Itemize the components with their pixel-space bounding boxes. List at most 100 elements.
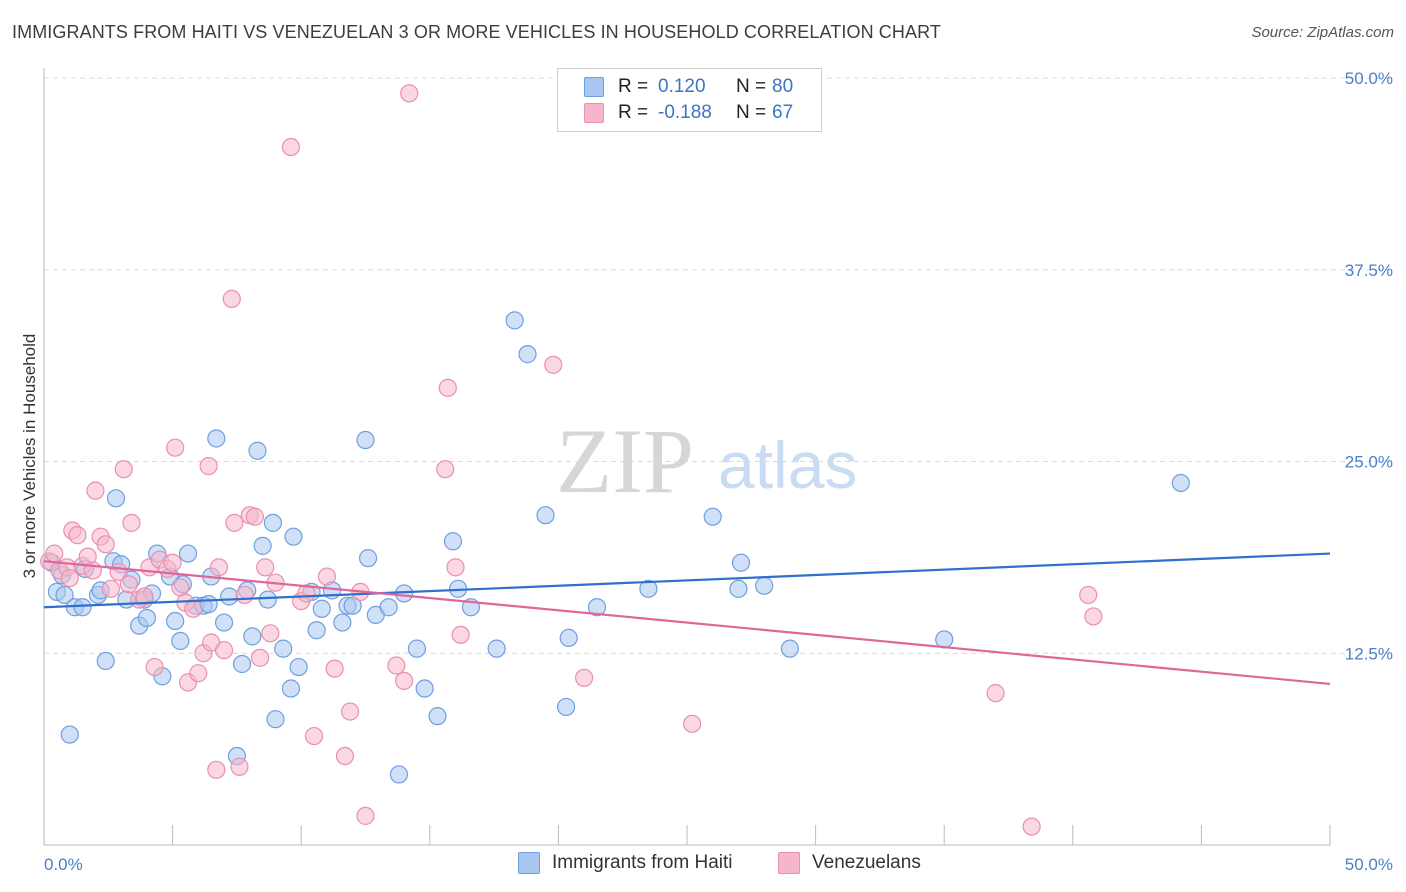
chart-title: IMMIGRANTS FROM HAITI VS VENEZUELAN 3 OR… [12, 22, 941, 42]
data-point-venezuelan [575, 668, 594, 687]
legend-row-venezuelans: R = -0.188 N = 67 [584, 101, 793, 125]
series-legend: Immigrants from Haiti Venezuelans [0, 852, 1406, 878]
data-point-venezuelan [304, 726, 324, 746]
data-point-venezuelan [335, 746, 355, 766]
data-point-haiti [214, 613, 234, 632]
source-label: Source: ZipAtlas.com [1251, 24, 1394, 41]
data-point-haiti [60, 725, 79, 744]
data-point-venezuelan [325, 659, 344, 678]
series-legend-venezuelans[interactable]: Venezuelans [778, 852, 921, 874]
data-point-haiti [178, 544, 198, 563]
data-point-haiti [243, 627, 262, 646]
data-point-venezuelan [1084, 607, 1103, 626]
data-point-haiti [731, 553, 751, 572]
data-point-venezuelan [451, 625, 470, 644]
data-point-haiti [96, 651, 115, 671]
data-point-haiti [755, 576, 774, 595]
data-point-haiti [780, 639, 799, 658]
data-point-venezuelan [101, 579, 120, 598]
data-point-haiti [379, 598, 398, 617]
data-point-haiti [258, 590, 277, 609]
legend-swatch-venezuelans [584, 103, 604, 123]
series-haiti [42, 311, 1190, 784]
data-point-venezuelan [163, 553, 182, 572]
data-point-venezuelan [184, 599, 203, 618]
data-point-venezuelan [436, 460, 455, 479]
legend-r-label: R = [618, 102, 649, 123]
watermark-atlas: atlas [718, 428, 857, 502]
data-point-venezuelan [281, 137, 301, 157]
data-point-venezuelan [356, 806, 375, 825]
data-point-venezuelan [438, 378, 457, 397]
data-point-venezuelan [214, 641, 234, 660]
data-point-haiti [1171, 473, 1190, 493]
data-point-haiti [207, 429, 226, 448]
data-point-haiti [166, 611, 185, 631]
data-point-haiti [266, 710, 285, 729]
data-point-venezuelan [683, 714, 702, 733]
data-point-venezuelan [166, 438, 185, 457]
data-point-haiti [281, 679, 301, 698]
data-point-venezuelan [317, 567, 337, 586]
data-point-venezuelan [1022, 817, 1041, 836]
series-swatch-haiti [518, 852, 540, 874]
data-point-haiti [307, 621, 326, 640]
data-point-haiti [536, 506, 555, 525]
stats-legend: R = 0.120 N = 80 R = -0.188 N = 67 [557, 68, 822, 132]
data-point-haiti [248, 441, 267, 460]
data-point-haiti [356, 430, 375, 450]
series-label-venezuelans: Venezuelans [812, 852, 921, 873]
data-point-venezuelan [222, 289, 241, 308]
data-point-venezuelan [86, 481, 105, 500]
data-point-haiti [220, 587, 239, 606]
data-point-venezuelan [256, 558, 275, 577]
data-point-haiti [171, 631, 190, 651]
data-point-venezuelan [68, 526, 87, 545]
data-point-haiti [389, 765, 409, 784]
data-point-haiti [587, 598, 607, 617]
data-point-venezuelan [60, 568, 79, 588]
data-point-haiti [289, 657, 308, 677]
data-point-venezuelan [387, 656, 406, 675]
data-point-haiti [703, 507, 722, 526]
data-point-haiti [284, 527, 303, 546]
data-point-haiti [639, 579, 658, 598]
data-point-haiti [333, 613, 352, 632]
data-point-venezuelan [45, 544, 64, 563]
data-point-venezuelan [394, 671, 414, 690]
data-point-venezuelan [230, 757, 249, 776]
legend-r-label: R = [618, 76, 649, 97]
data-point-haiti [263, 513, 283, 532]
data-point-venezuelan [235, 585, 254, 605]
data-point-venezuelan [199, 457, 218, 476]
legend-n-value: 67 [772, 102, 794, 123]
data-point-haiti [428, 707, 447, 726]
data-point-venezuelan [171, 578, 190, 597]
data-point-venezuelan [207, 760, 226, 779]
data-point-haiti [199, 595, 218, 614]
data-point-venezuelan [114, 460, 133, 479]
y-tick-label: 50.0% [1345, 69, 1393, 88]
data-point-haiti [55, 585, 74, 605]
data-point-haiti [443, 532, 463, 551]
series-label-haiti: Immigrants from Haiti [552, 852, 733, 873]
data-point-haiti [505, 311, 524, 330]
data-point-haiti [729, 579, 748, 598]
data-point-haiti [358, 549, 378, 568]
data-point-haiti [253, 536, 272, 555]
legend-row-haiti: R = 0.120 N = 80 [584, 75, 793, 99]
data-point-haiti [415, 679, 434, 698]
data-point-haiti [106, 489, 126, 508]
legend-n-label: N = [736, 76, 767, 97]
data-point-haiti [232, 654, 252, 674]
data-point-venezuelan [225, 513, 244, 532]
data-point-venezuelan [340, 702, 360, 721]
data-point-venezuelan [96, 535, 115, 554]
data-point-venezuelan [250, 648, 270, 667]
data-point-haiti [274, 639, 293, 658]
series-legend-haiti[interactable]: Immigrants from Haiti [518, 852, 733, 874]
x-tick-label: 50.0% [1345, 855, 1393, 874]
x-tick-label: 0.0% [44, 855, 83, 874]
legend-swatch-haiti [584, 77, 604, 97]
